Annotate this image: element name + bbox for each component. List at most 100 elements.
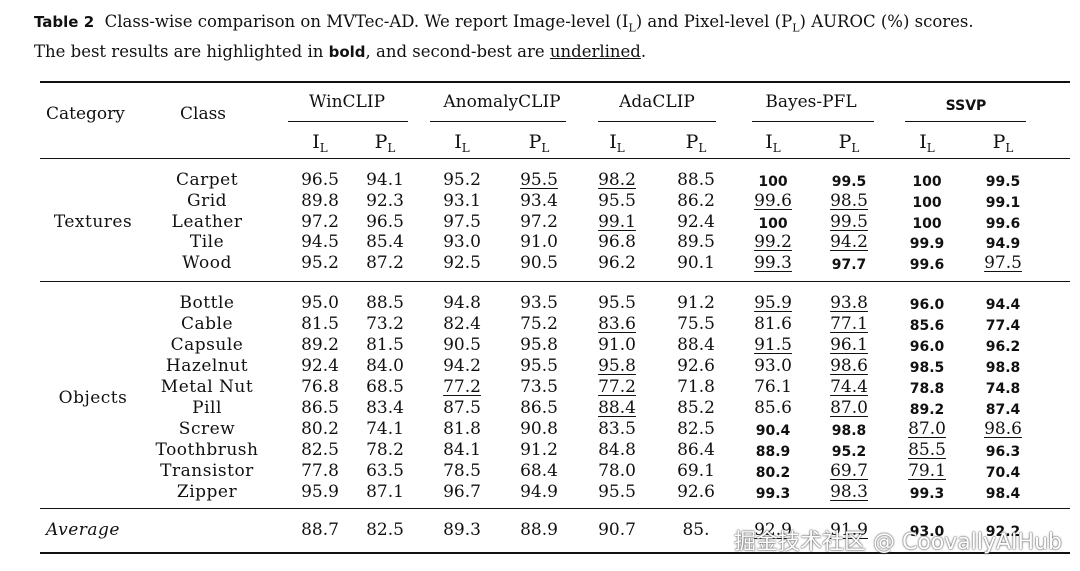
metric-letter: P	[838, 131, 852, 153]
score-cell: 88.4	[598, 398, 636, 418]
metric-subscript: L	[319, 141, 328, 155]
metric-letter: I	[312, 131, 320, 153]
score-cell: 98.5	[830, 191, 868, 211]
score-cell: 89.5	[677, 232, 715, 252]
score-cell: 93.0	[443, 232, 481, 252]
score-cell: 84.0	[366, 356, 404, 376]
method-header: Bayes-PFL	[765, 92, 857, 112]
score-cell: 95.5	[520, 170, 558, 190]
score-cell: 73.5	[520, 377, 558, 397]
score-cell: 99.6	[909, 257, 945, 273]
method-subrule	[288, 121, 408, 122]
caption-text: ) and Pixel-level (P	[635, 12, 793, 31]
category-label: Textures	[53, 212, 133, 232]
score-cell: 76.1	[754, 377, 792, 397]
caption-text: Class-wise comparison on MVTec-AD. We re…	[104, 12, 629, 31]
class-label: Cable	[180, 314, 234, 334]
metric-header: IL	[454, 132, 470, 155]
class-label: Screw	[178, 419, 236, 439]
class-label: Bottle	[179, 293, 235, 313]
method-header: AdaCLIP	[619, 92, 695, 112]
caption-line-2: The best results are highlighted in bold…	[34, 40, 1064, 64]
score-cell: 99.5	[830, 212, 868, 232]
caption-subscript: L	[792, 21, 800, 35]
score-cell: 99.5	[985, 174, 1021, 190]
class-label: Wood	[182, 253, 232, 273]
score-cell: 70.4	[985, 465, 1021, 481]
score-cell: 90.8	[520, 419, 558, 439]
score-cell: 93.4	[520, 191, 558, 211]
metric-subscript: L	[772, 141, 781, 155]
score-cell: 84.8	[598, 440, 636, 460]
score-cell: 94.8	[443, 293, 481, 313]
caption-text: ) AUROC (%) scores.	[799, 12, 974, 31]
score-cell: 82.5	[301, 440, 339, 460]
score-cell: 88.9	[520, 520, 558, 540]
table-rule	[40, 81, 1070, 83]
caption-line-1: Table 2 Class-wise comparison on MVTec-A…	[34, 10, 1064, 40]
score-cell: 92.3	[366, 191, 404, 211]
metric-header: PL	[375, 132, 396, 155]
score-cell: 86.2	[677, 191, 715, 211]
class-label: Transistor	[160, 461, 254, 481]
score-cell: 97.2	[520, 212, 558, 232]
score-cell: 95.9	[301, 482, 339, 502]
score-cell: 86.4	[677, 440, 715, 460]
score-cell: 100	[912, 174, 942, 190]
score-cell: 77.2	[598, 377, 636, 397]
table-rule	[40, 158, 1070, 159]
score-cell: 95.8	[598, 356, 636, 376]
metric-subscript: L	[461, 141, 470, 155]
class-label: Carpet	[175, 170, 239, 190]
score-cell: 91.2	[677, 293, 715, 313]
metric-header: PL	[993, 132, 1014, 155]
score-cell: 89.2	[301, 335, 339, 355]
score-cell: 87.5	[443, 398, 481, 418]
score-cell: 85.6	[754, 398, 792, 418]
score-cell: 88.4	[677, 335, 715, 355]
score-cell: 81.8	[443, 419, 481, 439]
score-cell: 87.4	[985, 402, 1021, 418]
score-cell: 99.6	[985, 216, 1021, 232]
score-cell: 75.2	[520, 314, 558, 334]
score-cell: 85.5	[908, 440, 946, 460]
score-cell: 86.5	[520, 398, 558, 418]
score-cell: 82.4	[443, 314, 481, 334]
score-cell: 100	[912, 216, 942, 232]
score-cell: 69.7	[830, 461, 868, 481]
score-cell: 75.5	[677, 314, 715, 334]
score-cell: 88.9	[755, 444, 791, 460]
score-cell: 99.5	[831, 174, 867, 190]
score-cell: 78.5	[443, 461, 481, 481]
score-cell: 78.8	[909, 381, 945, 397]
score-cell: 100	[912, 195, 942, 211]
caption-underlined-word: underlined	[549, 42, 641, 62]
score-cell: 89.8	[301, 191, 339, 211]
score-cell: 81.6	[754, 314, 792, 334]
score-cell: 99.1	[985, 195, 1021, 211]
score-cell: 80.2	[755, 465, 791, 481]
score-cell: 83.4	[366, 398, 404, 418]
metric-header: PL	[529, 132, 550, 155]
score-cell: 96.0	[909, 297, 945, 313]
score-cell: 85.4	[366, 232, 404, 252]
score-cell: 78.0	[598, 461, 636, 481]
table-caption: Table 2 Class-wise comparison on MVTec-A…	[34, 10, 1064, 64]
method-subrule	[430, 121, 566, 122]
caption-text: The best results are highlighted in	[34, 42, 329, 62]
score-cell: 90.4	[755, 423, 791, 439]
score-cell: 95.2	[443, 170, 481, 190]
watermark: 掘金技术社区 @ CoovallyAIHub	[733, 530, 1062, 555]
metric-subscript: L	[698, 141, 707, 155]
score-cell: 96.0	[909, 339, 945, 355]
metric-subscript: L	[926, 141, 935, 155]
score-cell: 90.1	[677, 253, 715, 273]
score-cell: 90.5	[520, 253, 558, 273]
score-cell: 91.0	[520, 232, 558, 252]
caption-bold-word: bold	[328, 43, 366, 62]
metric-header: PL	[838, 131, 860, 155]
score-cell: 88.5	[677, 170, 715, 190]
class-label: Hazelnut	[165, 356, 249, 376]
score-cell: 77.1	[830, 314, 868, 334]
metric-subscript: L	[1005, 141, 1014, 155]
